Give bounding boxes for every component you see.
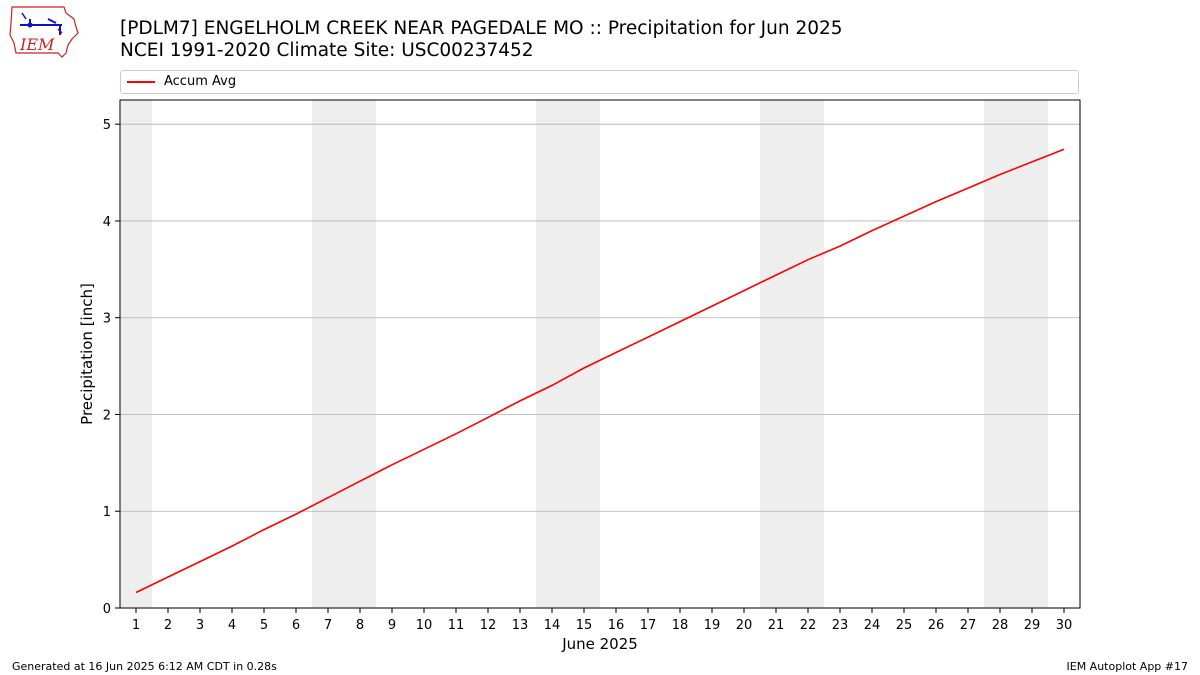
x-tick-label-15: 15 (576, 618, 593, 633)
x-axis-label: June 2025 (561, 635, 638, 653)
x-tick-label-28: 28 (992, 618, 1009, 633)
x-tick-label-8: 8 (356, 618, 364, 633)
chart-subtitle: NCEI 1991-2020 Climate Site: USC00237452 (120, 40, 534, 61)
x-tick-label-3: 3 (196, 618, 204, 633)
weekend-shade-2 (312, 100, 376, 608)
weekend-shading (120, 100, 1048, 608)
y-tick-label-2: 2 (103, 408, 111, 423)
x-tick-label-13: 13 (512, 618, 529, 633)
y-tick-label-0: 0 (103, 602, 111, 617)
x-tick-label-23: 23 (832, 618, 849, 633)
x-tick-label-6: 6 (292, 618, 300, 633)
x-tick-label-26: 26 (928, 618, 945, 633)
x-tick-label-4: 4 (228, 618, 236, 633)
x-axis-ticks: 1 2 3 4 5 6 7 8 9 10 11 12 13 14 15 16 17 18 19 20 21 22 23 24 2… (132, 608, 1072, 633)
y-tick-label-1: 1 (103, 505, 111, 520)
x-tick-label-17: 17 (640, 618, 657, 633)
chart-title: [PDLM7] ENGELHOLM CREEK NEAR PAGEDALE MO… (120, 18, 843, 39)
x-tick-label-12: 12 (480, 618, 497, 633)
y-tick-label-4: 4 (103, 215, 111, 230)
logo-text: IEM (19, 35, 55, 54)
x-tick-label-7: 7 (324, 618, 332, 633)
footer-app: IEM Autoplot App #17 (1066, 660, 1189, 673)
x-tick-label-20: 20 (736, 618, 753, 633)
weekend-shade-1 (120, 100, 152, 608)
x-tick-label-19: 19 (704, 618, 721, 633)
weekend-shade-4 (760, 100, 824, 608)
x-tick-label-18: 18 (672, 618, 689, 633)
x-tick-label-9: 9 (388, 618, 396, 633)
x-tick-label-1: 1 (132, 618, 140, 633)
x-tick-label-27: 27 (960, 618, 977, 633)
iem-logo: IEM (9, 6, 79, 58)
x-tick-label-2: 2 (164, 618, 172, 633)
legend: Accum Avg (120, 70, 1079, 94)
x-tick-label-30: 30 (1056, 618, 1073, 633)
x-tick-label-25: 25 (896, 618, 913, 633)
weekend-shade-3 (536, 100, 600, 608)
x-tick-label-5: 5 (260, 618, 268, 633)
x-tick-label-22: 22 (800, 618, 817, 633)
series-line-accum-avg (135, 148, 1065, 594)
weekend-shade-5 (984, 100, 1048, 608)
x-tick-label-10: 10 (416, 618, 433, 633)
x-tick-label-11: 11 (448, 618, 465, 633)
footer-generated: Generated at 16 Jun 2025 6:12 AM CDT in … (12, 660, 277, 673)
legend-label-accum-avg: Accum Avg (164, 74, 237, 89)
x-tick-label-16: 16 (608, 618, 625, 633)
legend-swatch-accum-avg (127, 81, 155, 83)
y-axis-label: Precipitation [inch] (78, 283, 96, 425)
x-tick-label-24: 24 (864, 618, 881, 633)
x-tick-label-14: 14 (544, 618, 561, 633)
y-tick-label-3: 3 (103, 312, 111, 327)
y-gridlines (120, 123, 1080, 512)
y-axis-ticks: 0 1 2 3 4 5 (103, 118, 120, 617)
y-tick-label-5: 5 (103, 118, 111, 133)
x-tick-label-21: 21 (768, 618, 785, 633)
x-tick-label-29: 29 (1024, 618, 1041, 633)
plot-frame (119, 99, 1081, 609)
